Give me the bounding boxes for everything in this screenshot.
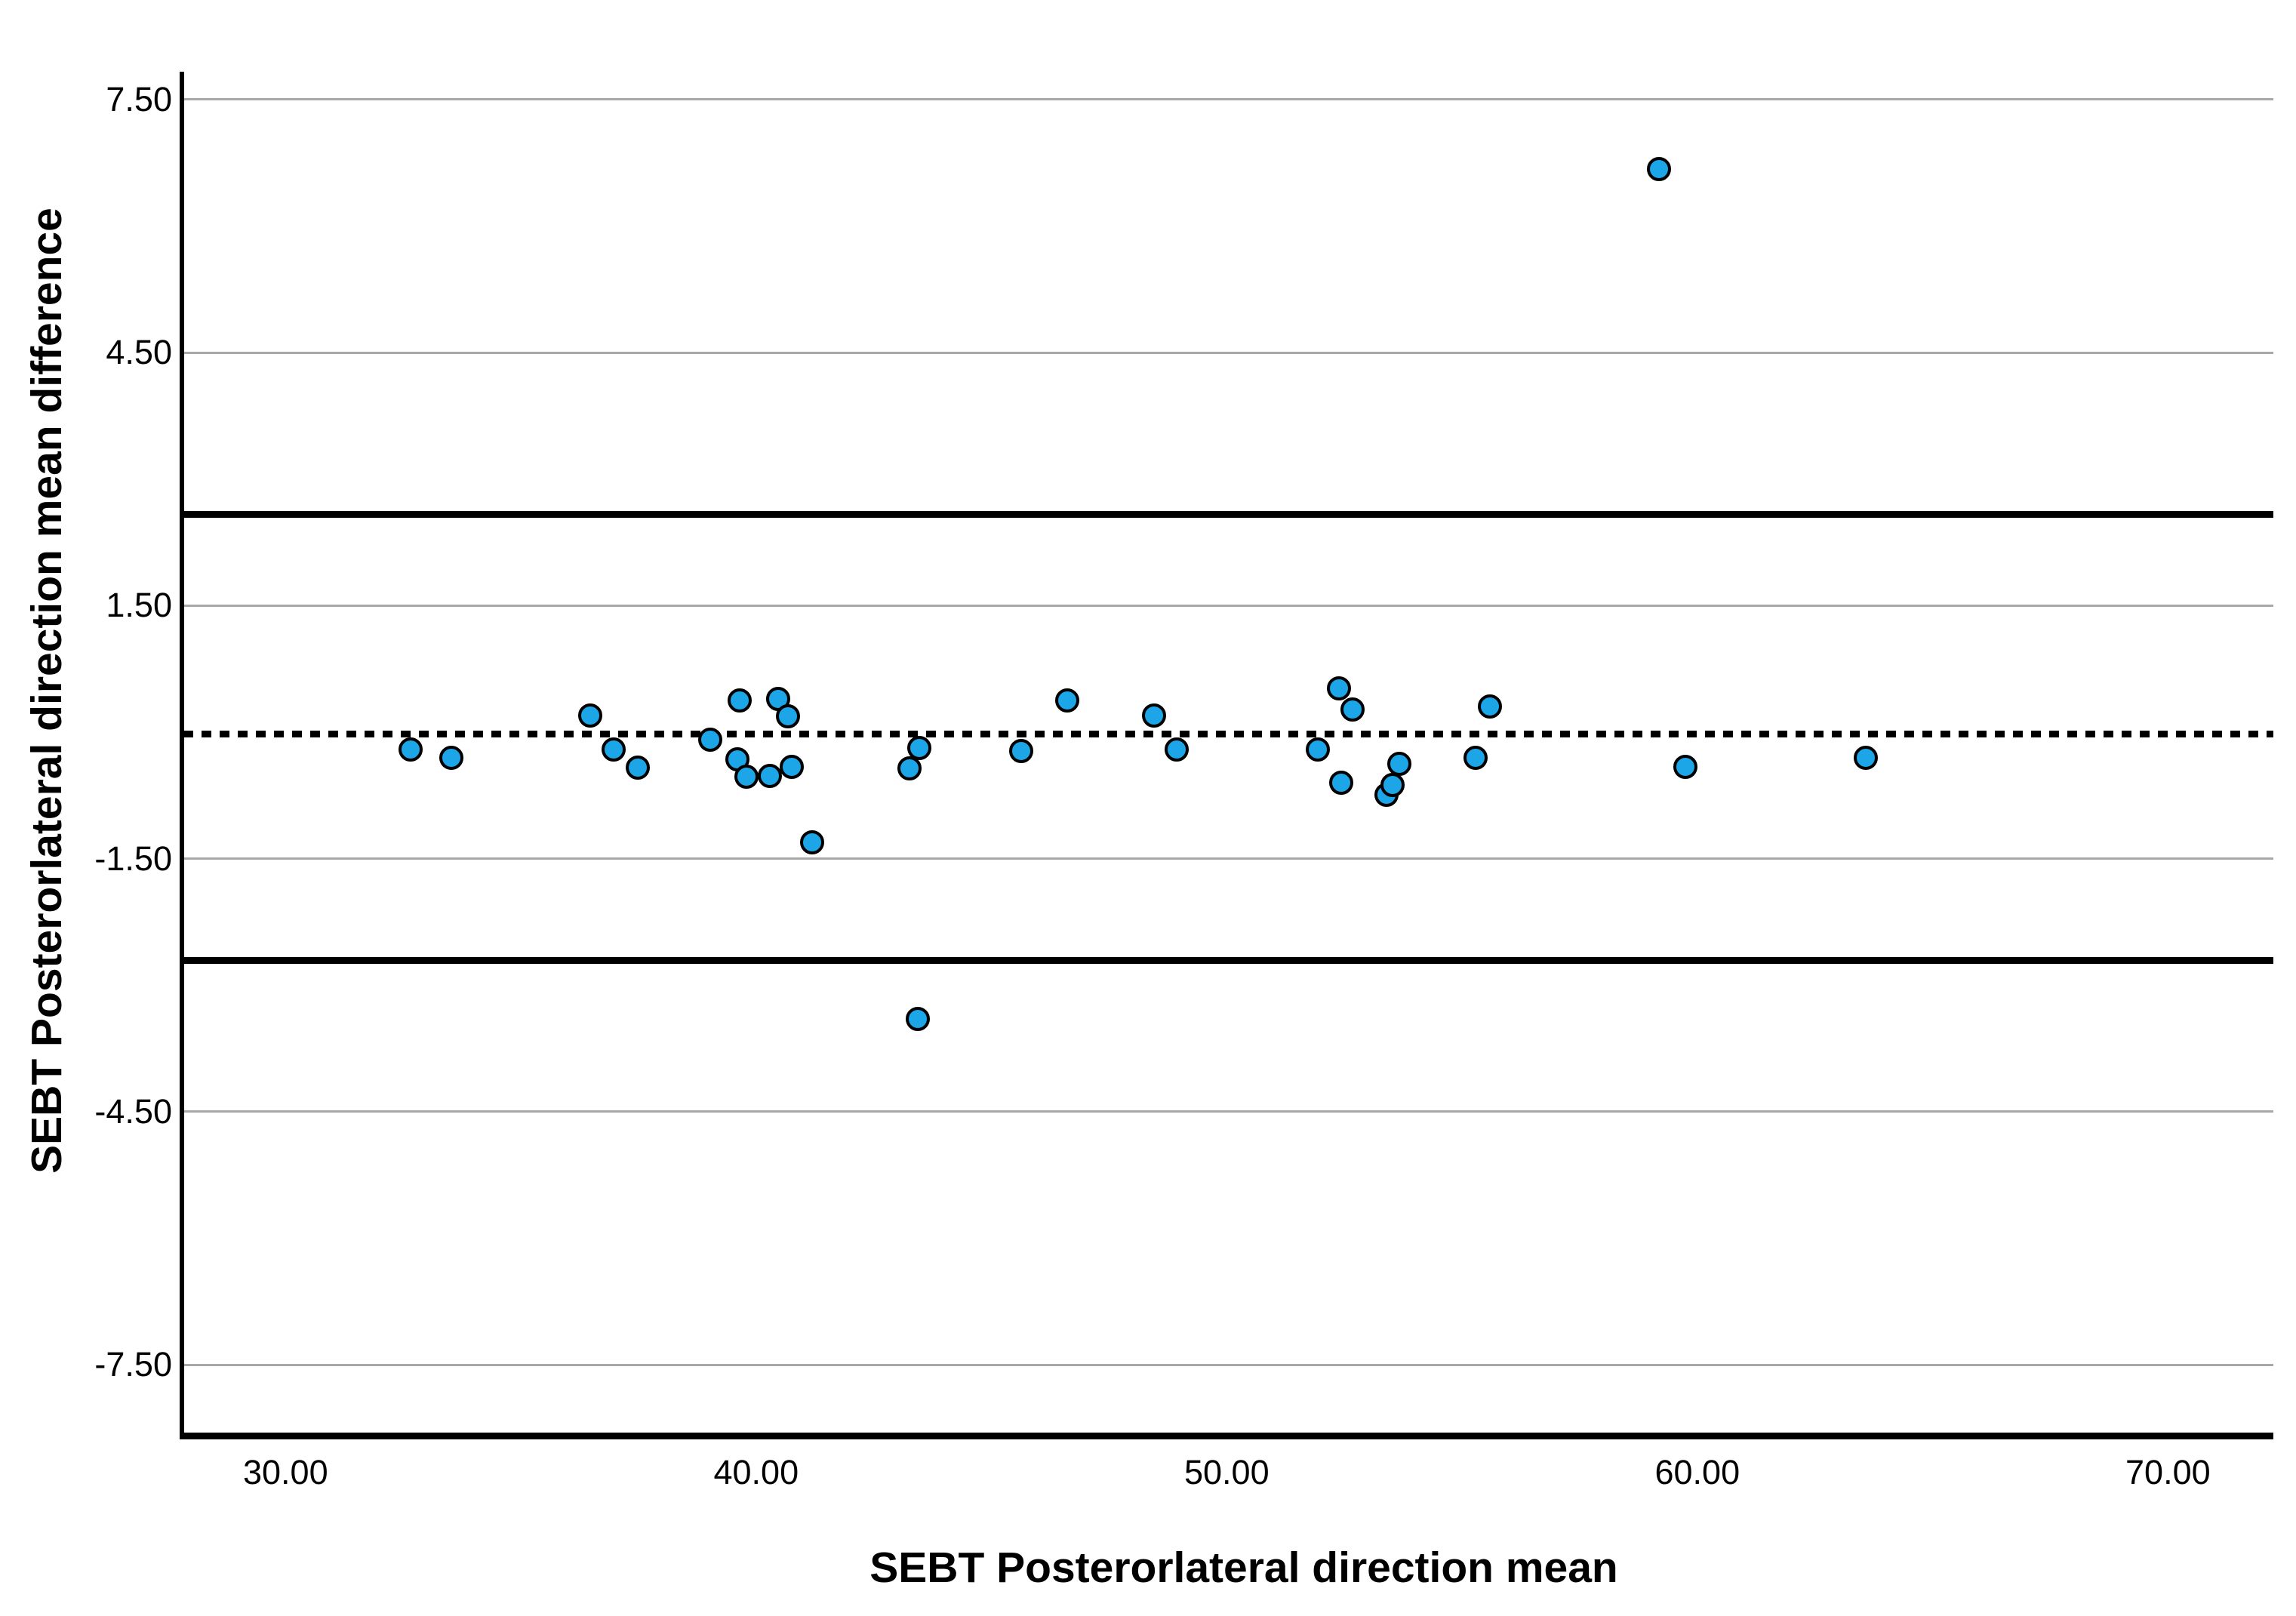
y-tick-label: -1.50 (94, 839, 172, 878)
h-gridline (183, 604, 2273, 607)
y-tick-label: 4.50 (106, 333, 172, 372)
y-tick-label: 1.50 (106, 586, 172, 625)
data-point (399, 737, 423, 762)
data-point (625, 755, 650, 780)
data-point (1340, 697, 1365, 722)
h-gridline (183, 1110, 2273, 1113)
data-point (1380, 773, 1405, 798)
x-tick-label: 70.00 (2125, 1453, 2211, 1491)
x-tick-label: 60.00 (1654, 1453, 1740, 1491)
h-gridline (183, 98, 2273, 101)
data-point (1165, 737, 1190, 762)
h-gridline (183, 351, 2273, 354)
h-gridline (183, 1363, 2273, 1366)
data-point (1054, 688, 1079, 713)
x-axis-title: SEBT Posterorlateral direction mean (869, 1544, 1618, 1592)
data-point (1306, 737, 1331, 762)
data-point (734, 765, 759, 790)
data-point (1673, 754, 1697, 779)
data-point (1477, 694, 1502, 719)
data-point (1854, 745, 1879, 770)
y-tick-label: 7.50 (106, 79, 172, 119)
data-point (727, 688, 752, 713)
data-point (697, 728, 722, 753)
data-point (1327, 676, 1352, 700)
data-point (757, 764, 782, 789)
y-tick-label: -7.50 (94, 1345, 172, 1384)
h-gridline (183, 857, 2273, 860)
data-point (577, 703, 602, 728)
data-point (775, 703, 800, 728)
data-point (779, 754, 804, 779)
y-axis-line (180, 72, 184, 1439)
data-point (1387, 752, 1411, 777)
data-point (601, 737, 626, 762)
x-tick-label: 30.00 (242, 1453, 328, 1491)
y-tick-label: -4.50 (94, 1091, 172, 1131)
lower-loa-line (183, 957, 2273, 965)
x-tick-label: 40.00 (713, 1453, 799, 1491)
data-point (1646, 156, 1671, 181)
upper-loa-line (183, 511, 2273, 519)
data-point (1329, 771, 1354, 796)
x-axis-line (180, 1433, 2273, 1439)
data-point (766, 687, 791, 712)
plot-area (183, 72, 2273, 1436)
x-tick-label: 50.00 (1184, 1453, 1270, 1491)
data-point (1008, 738, 1033, 763)
data-point (800, 830, 824, 855)
data-point (905, 1006, 930, 1031)
mean-line (183, 730, 2273, 737)
data-point (907, 736, 932, 761)
data-point (897, 756, 922, 781)
data-point (1463, 745, 1488, 770)
data-point (1142, 703, 1167, 728)
data-point (439, 745, 463, 770)
